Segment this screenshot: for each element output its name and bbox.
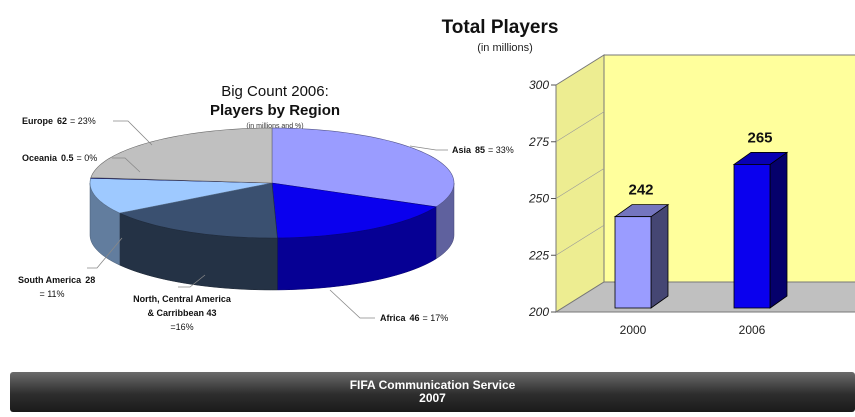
leader-europe [113, 120, 153, 146]
bar-frame [554, 54, 855, 313]
x-tick-label: 2000 [620, 323, 647, 337]
label-asia: Asia 85 = 33% [452, 145, 514, 155]
bar-front-face [614, 216, 652, 309]
pie-sides [89, 182, 455, 291]
pct-south-america: = 11% [39, 289, 64, 299]
y-tick-label: 200 [528, 305, 549, 319]
leader-oceania [112, 157, 141, 173]
bar-side-face [650, 203, 669, 309]
bar-chart: Total Players (in millions) 200 225 250 275… [442, 17, 855, 337]
bar-gridline [555, 168, 605, 199]
bar-2000 [613, 203, 670, 309]
pie-tops [89, 127, 455, 239]
pie-slice-north-central-america-carribbean [118, 182, 278, 239]
y-tick-label: 300 [529, 78, 549, 92]
label-africa: Africa 46 = 17% [380, 313, 448, 323]
bar-gridline [555, 111, 605, 143]
label-north-america-line1: North, Central America [133, 294, 232, 304]
pie-subtitle: (in millions and %) [246, 123, 303, 130]
pct-north-america: =16% [170, 322, 193, 332]
bar-bars [613, 151, 789, 309]
footer-title: FIFA Communication Service [349, 378, 516, 392]
label-oceania: Oceania 0.5 = 0% [22, 153, 97, 163]
pie-title-line2: Players by Region [210, 102, 340, 119]
bar-front-face [733, 164, 771, 309]
bar-side-face [769, 151, 788, 309]
pie-title-line1: Big Count 2006: [221, 83, 329, 100]
pie-slice-africa [271, 182, 437, 239]
pie-leader-lines [87, 120, 448, 319]
y-tick-label: 225 [528, 248, 549, 262]
bar-subtitle: (in millions) [477, 42, 533, 54]
label-europe: Europe 62 = 23% [22, 116, 96, 126]
bar-gridline [555, 224, 605, 256]
pie-slice-south-america [89, 177, 273, 214]
y-tick-label: 250 [528, 192, 549, 206]
leader-asia [409, 145, 448, 151]
footer-banner: FIFA Communication Service 2007 [10, 372, 855, 412]
bar-value-label: 265 [747, 129, 772, 146]
label-north-america-line2: & Carribbean 43 [147, 308, 216, 318]
bar-title: Total Players [442, 17, 559, 38]
leader-north-america [178, 274, 206, 288]
bar-value-label: 242 [628, 182, 653, 199]
leader-africa [329, 289, 375, 319]
bar-floor [554, 281, 855, 313]
pie-slice-europe [90, 127, 273, 184]
pie-slice-asia [271, 127, 455, 208]
bar-2006 [732, 151, 789, 309]
bar-ticks: 200 225 250 275 300 [528, 78, 605, 319]
y-tick-label: 275 [528, 135, 549, 149]
bar-labels: 242 2000 265 2006 [620, 129, 773, 337]
x-tick-label: 2006 [739, 323, 766, 337]
leader-south-america [87, 237, 123, 269]
label-south-america: South America 28 [18, 275, 95, 285]
footer-year: 2007 [419, 391, 446, 405]
pie-chart: Big Count 2006: Players by Region (in mi… [18, 83, 514, 332]
